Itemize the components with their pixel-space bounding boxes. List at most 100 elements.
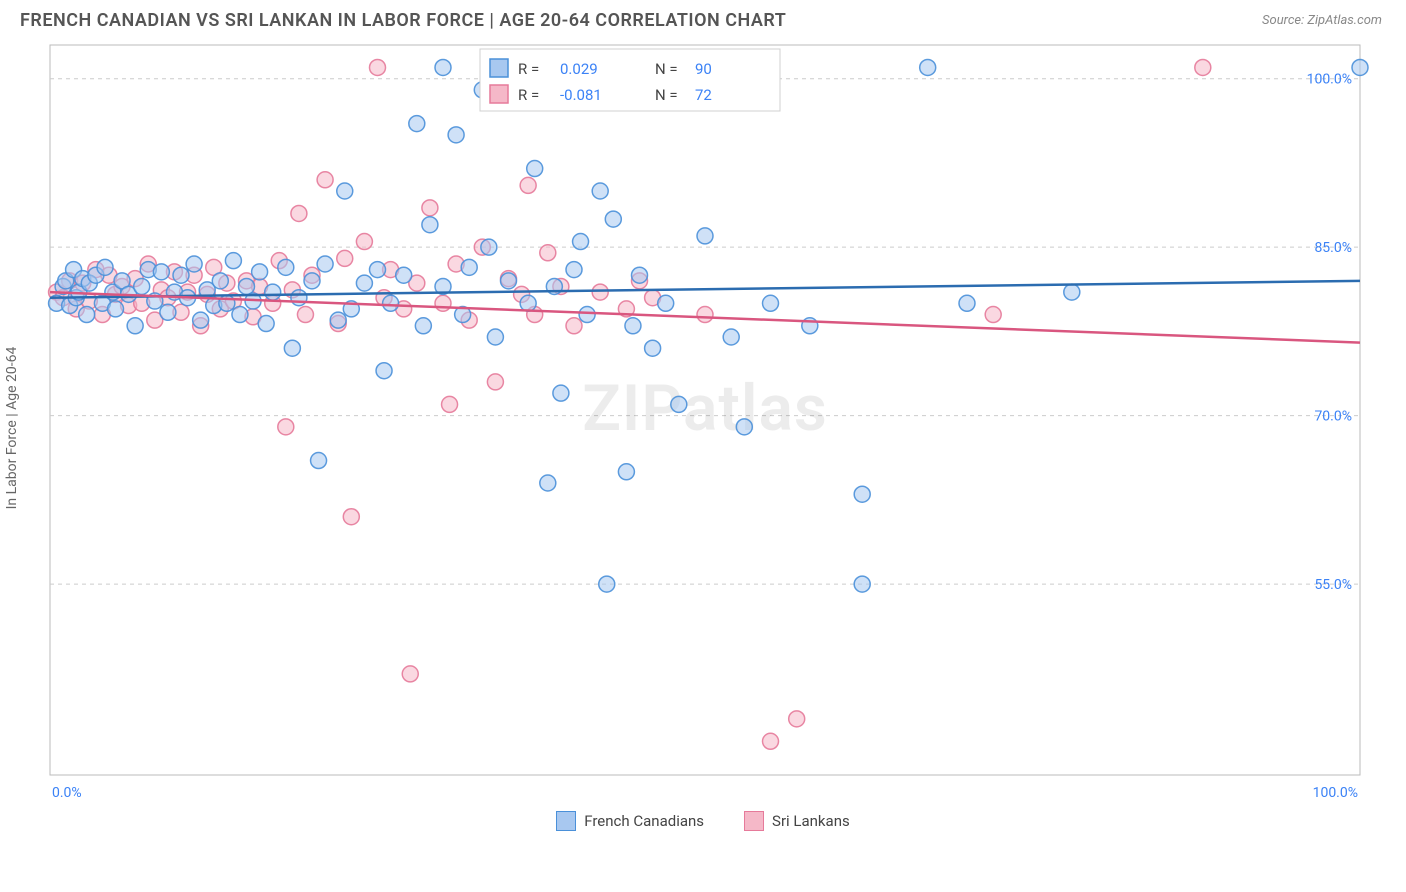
scatter-point — [265, 284, 281, 300]
scatter-point — [592, 284, 608, 300]
scatter-point — [415, 318, 431, 334]
scatter-point — [160, 304, 176, 320]
x-tick-label: 100.0% — [1313, 785, 1358, 801]
scatter-point — [487, 329, 503, 345]
scatter-point — [566, 318, 582, 334]
scatter-point — [291, 205, 307, 221]
legend-stat: 90 — [695, 60, 712, 78]
scatter-point — [311, 453, 327, 469]
scatter-point — [330, 312, 346, 328]
legend-stat: R = — [518, 86, 539, 104]
scatter-point — [553, 385, 569, 401]
scatter-point — [356, 234, 372, 250]
legend-stat: N = — [655, 86, 678, 104]
legend-label: Sri Lankans — [772, 812, 850, 830]
legend-swatch — [490, 59, 508, 77]
scatter-point — [1352, 59, 1368, 75]
scatter-point — [402, 666, 418, 682]
scatter-point — [337, 250, 353, 266]
scatter-point — [658, 295, 674, 311]
chart-title: FRENCH CANADIAN VS SRI LANKAN IN LABOR F… — [20, 10, 786, 31]
scatter-point — [304, 273, 320, 289]
scatter-point — [173, 267, 189, 283]
scatter-point — [79, 307, 95, 323]
legend-stat: -0.081 — [560, 86, 602, 104]
scatter-point — [487, 374, 503, 390]
scatter-point — [409, 116, 425, 132]
legend-stat: 0.029 — [560, 60, 598, 78]
scatter-point — [959, 295, 975, 311]
scatter-point — [422, 217, 438, 233]
scatter-point — [625, 318, 641, 334]
scatter-point — [376, 363, 392, 379]
scatter-point — [645, 340, 661, 356]
scatter-point — [985, 307, 1001, 323]
scatter-point — [763, 733, 779, 749]
scatter-point — [540, 475, 556, 491]
scatter-point — [540, 245, 556, 261]
legend-stat: 72 — [695, 86, 712, 104]
scatter-point — [252, 264, 268, 280]
scatter-point — [134, 278, 150, 294]
y-tick-label: 100.0% — [1307, 72, 1352, 88]
legend-item: French Canadians — [556, 811, 704, 831]
scatter-point — [212, 273, 228, 289]
scatter-point — [599, 576, 615, 592]
scatter-point — [854, 486, 870, 502]
scatter-point — [153, 264, 169, 280]
legend-label: French Canadians — [584, 812, 704, 830]
scatter-point — [1064, 284, 1080, 300]
scatter-point — [232, 307, 248, 323]
scatter-point — [108, 301, 124, 317]
scatter-point — [763, 295, 779, 311]
y-tick-label: 55.0% — [1314, 577, 1352, 593]
correlation-scatter-chart: 55.0%70.0%85.0%100.0%0.0%100.0%ZIPatlasR… — [20, 35, 1370, 805]
legend-stat: R = — [518, 60, 539, 78]
scatter-point — [579, 307, 595, 323]
scatter-point — [671, 396, 687, 412]
scatter-point — [317, 172, 333, 188]
scatter-point — [448, 127, 464, 143]
scatter-point — [278, 419, 294, 435]
watermark: ZIPatlas — [582, 371, 828, 446]
legend-item: Sri Lankans — [744, 811, 850, 831]
scatter-point — [566, 262, 582, 278]
scatter-point — [396, 267, 412, 283]
scatter-point — [239, 278, 255, 294]
scatter-point — [356, 275, 372, 291]
scatter-point — [435, 59, 451, 75]
scatter-point — [697, 307, 713, 323]
legend-swatch — [556, 811, 576, 831]
scatter-point — [697, 228, 713, 244]
scatter-point — [632, 267, 648, 283]
y-axis-label: In Labor Force | Age 20-64 — [4, 347, 20, 510]
chart-container: In Labor Force | Age 20-64 55.0%70.0%85.… — [20, 35, 1386, 805]
scatter-point — [527, 161, 543, 177]
legend-swatch — [490, 85, 508, 103]
scatter-point — [284, 340, 300, 356]
scatter-point — [520, 177, 536, 193]
scatter-point — [291, 290, 307, 306]
source-label: Source: ZipAtlas.com — [1262, 13, 1382, 28]
scatter-point — [573, 234, 589, 250]
y-tick-label: 85.0% — [1314, 240, 1352, 256]
scatter-point — [1195, 59, 1211, 75]
scatter-point — [370, 59, 386, 75]
scatter-point — [789, 711, 805, 727]
scatter-point — [258, 316, 274, 332]
scatter-point — [343, 509, 359, 525]
scatter-point — [736, 419, 752, 435]
scatter-point — [520, 295, 536, 311]
scatter-point — [97, 259, 113, 275]
scatter-point — [370, 262, 386, 278]
scatter-point — [723, 329, 739, 345]
scatter-point — [383, 295, 399, 311]
series-legend: French Canadians Sri Lankans — [0, 805, 1406, 831]
scatter-point — [461, 259, 477, 275]
scatter-point — [422, 200, 438, 216]
scatter-point — [186, 256, 202, 272]
scatter-point — [278, 259, 294, 275]
scatter-point — [297, 307, 313, 323]
y-tick-label: 70.0% — [1314, 409, 1352, 425]
scatter-point — [592, 183, 608, 199]
